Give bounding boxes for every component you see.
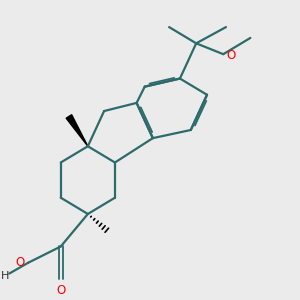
Polygon shape <box>66 115 88 146</box>
Text: O: O <box>226 49 235 62</box>
Text: O: O <box>56 284 65 297</box>
Text: H: H <box>1 271 9 281</box>
Text: O: O <box>16 256 25 269</box>
